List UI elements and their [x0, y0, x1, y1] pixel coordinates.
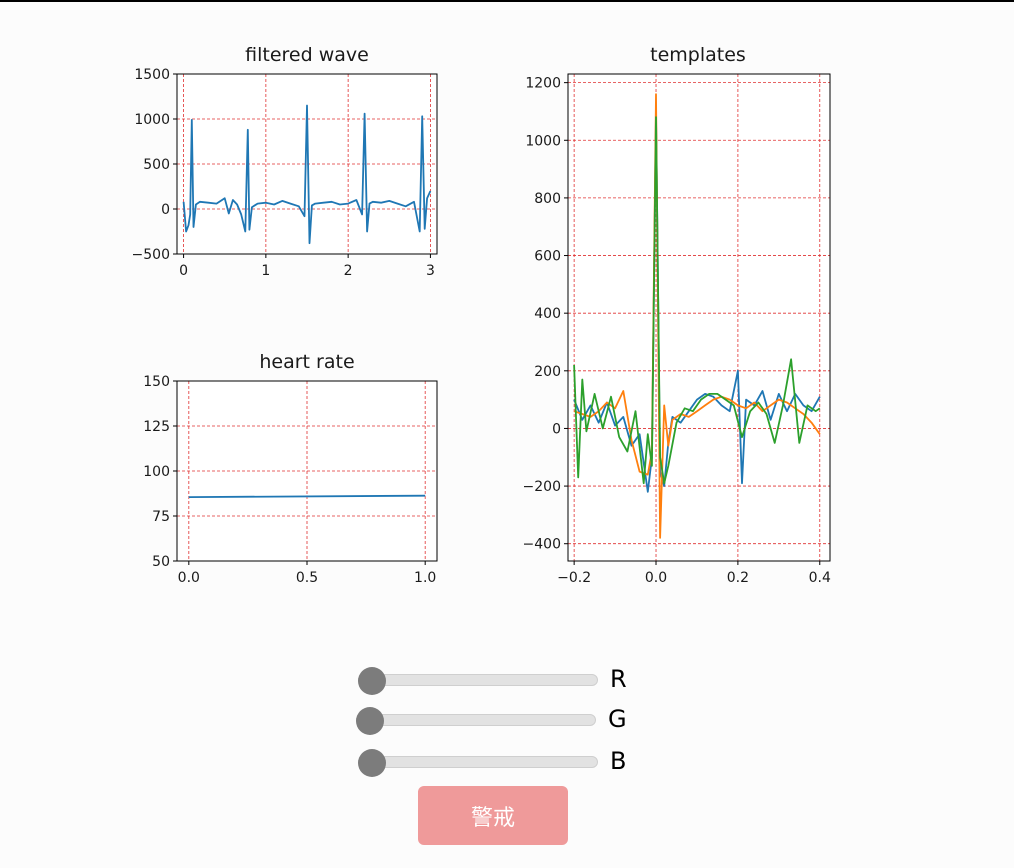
x-tick-label: 1.0 [414, 570, 436, 586]
series-line-3 [573, 116, 821, 485]
y-tick-label: 1000 [525, 133, 561, 149]
y-tick-label: 600 [534, 249, 561, 265]
y-tick-label: 200 [534, 364, 561, 380]
plot-title: filtered wave [245, 44, 369, 66]
slider-r[interactable]: R [358, 665, 648, 695]
x-tick-label: 0 [179, 263, 188, 279]
y-tick-label: 800 [534, 191, 561, 207]
x-tick-label: 3 [426, 263, 435, 279]
plot-area [568, 74, 830, 561]
slider-thumb[interactable] [358, 749, 386, 777]
plot-filtered-wave: filtered wave 0 1 2 3 −500 0 500 1000 1500 [132, 44, 438, 279]
plot-title: templates [650, 44, 746, 66]
y-tick-label: 125 [143, 419, 170, 435]
y-tick-label: 150 [143, 374, 170, 390]
y-tick-label: 400 [534, 306, 561, 322]
slider-label-r: R [610, 665, 627, 693]
slider-thumb[interactable] [358, 667, 386, 695]
slider-track[interactable] [356, 714, 596, 726]
slider-b[interactable]: B [358, 747, 648, 777]
x-tick-label: 1 [261, 263, 270, 279]
x-tick-label: 0.0 [645, 570, 667, 586]
slider-track[interactable] [358, 674, 598, 686]
y-tick-label: 1500 [134, 67, 170, 83]
x-tick-label: 0.2 [727, 570, 749, 586]
series-line-1 [573, 110, 821, 493]
x-tick-label: 2 [344, 263, 353, 279]
alarm-button[interactable]: 警戒 [418, 786, 568, 845]
window-top-border [0, 0, 1014, 2]
y-tick-label: 1000 [134, 112, 170, 128]
slider-label-g: G [608, 705, 627, 733]
y-tick-label: 0 [552, 421, 561, 437]
x-tick-label: −0.2 [557, 570, 591, 586]
plot-templates: templates −0.2 0.0 0.2 0.4 −400 −200 0 200 400 60… [523, 44, 831, 586]
x-tick-label: 0.5 [296, 570, 318, 586]
y-tick-label: −400 [523, 537, 561, 553]
plot-heart-rate: heart rate 0.0 0.5 1.0 50 75 100 125 150 [143, 351, 438, 586]
axes-frame [567, 73, 831, 562]
y-tick-label: 100 [143, 464, 170, 480]
y-tick-label: 1200 [525, 76, 561, 92]
series-line-2 [573, 93, 821, 539]
x-tick-label: 0.0 [178, 570, 200, 586]
plot-title: heart rate [259, 351, 354, 373]
slider-track[interactable] [358, 756, 598, 768]
y-tick-label: −500 [132, 247, 170, 263]
slider-g[interactable]: G [356, 705, 646, 735]
series-line-1 [182, 104, 432, 245]
x-tick-label: 0.4 [809, 570, 831, 586]
series-line-1 [188, 494, 426, 498]
slider-label-b: B [610, 747, 627, 775]
slider-thumb[interactable] [356, 707, 384, 735]
y-tick-label: 0 [161, 202, 170, 218]
y-tick-label: 75 [152, 509, 170, 525]
y-tick-label: −200 [523, 479, 561, 495]
y-tick-label: 500 [143, 157, 170, 173]
y-tick-label: 50 [152, 554, 170, 570]
